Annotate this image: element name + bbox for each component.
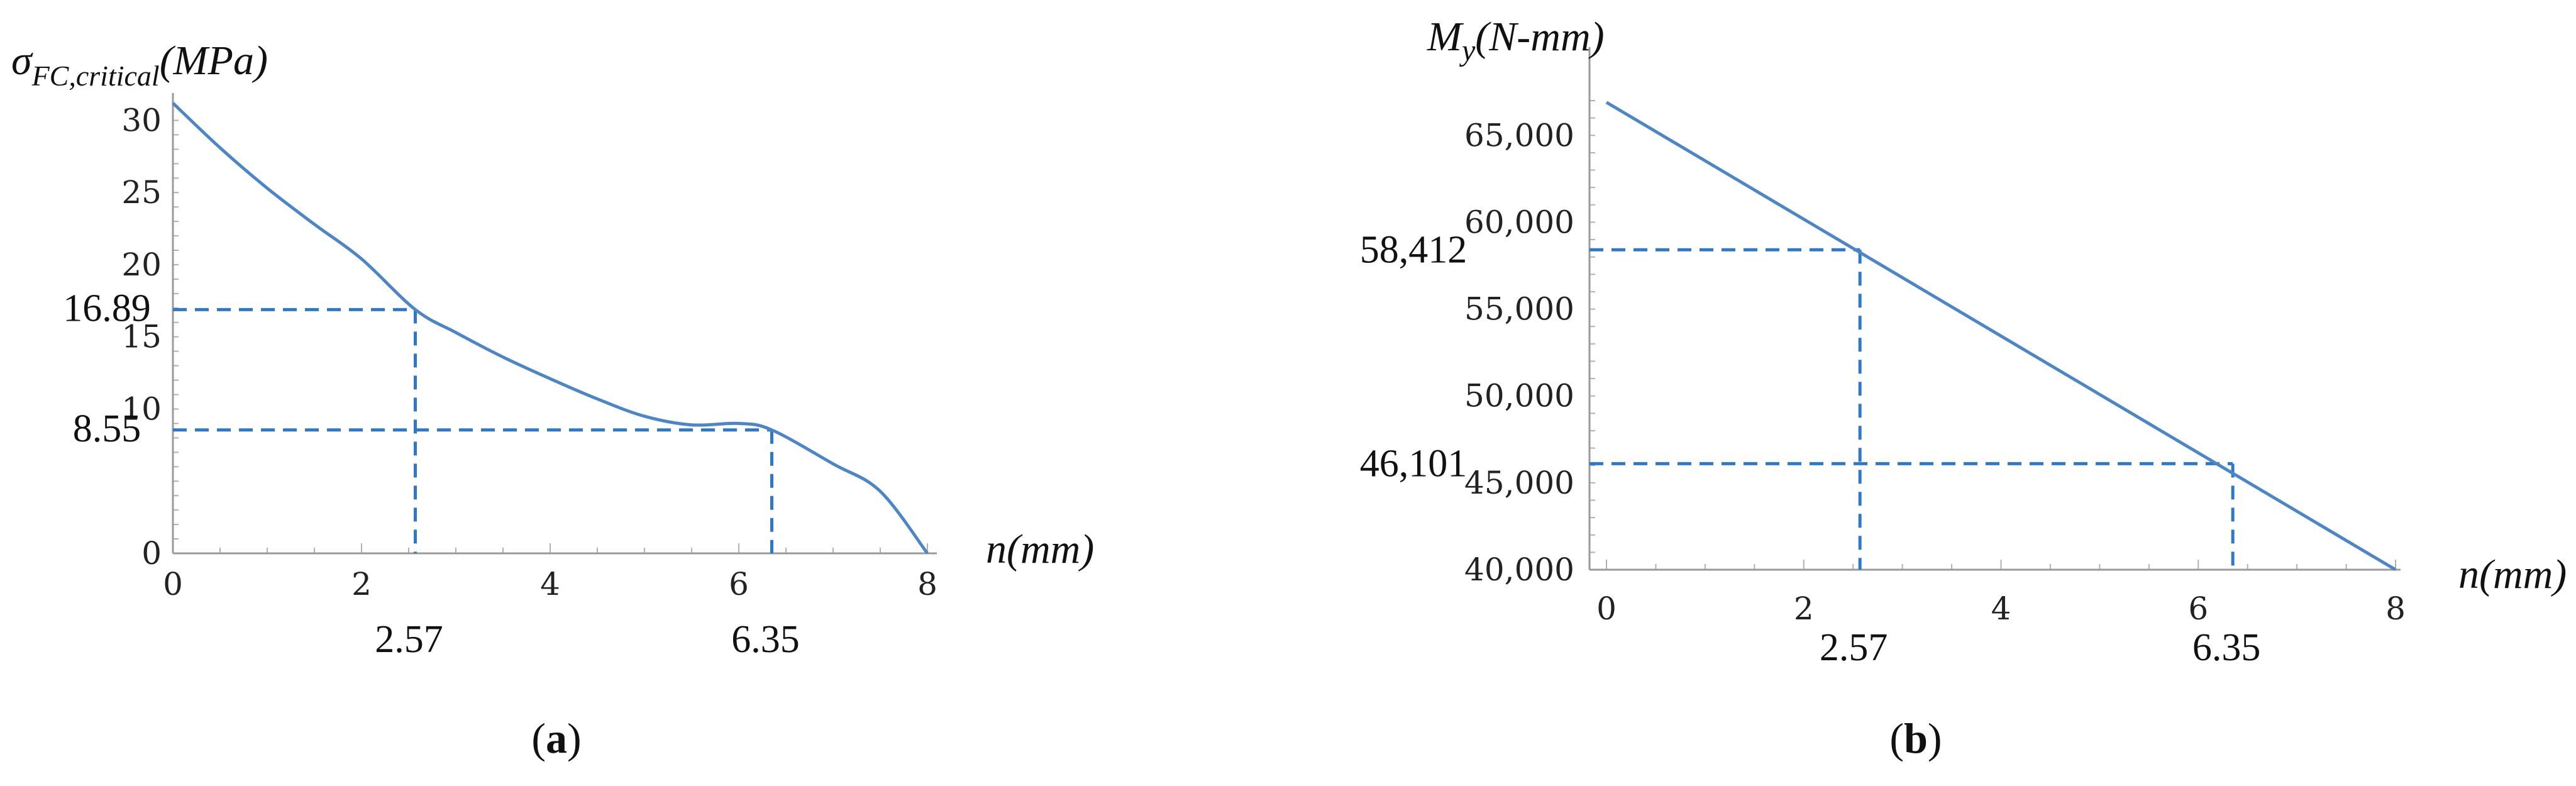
a-caption-letter: a [546, 714, 567, 762]
b-x-tick-labels: 0 2 4 6 8 [1596, 590, 2406, 627]
b-x-tick-label: 2 [1794, 590, 1814, 627]
b-y-tick-label: 60,000 [1464, 204, 1574, 240]
b-x-tick-label: 6 [2188, 590, 2208, 627]
b-x-tick-label: 4 [1991, 590, 2011, 627]
a-series-curve [172, 102, 929, 555]
a-ylabel-unit: (MPa) [160, 38, 268, 84]
a-y-tick-labels: 0 10 15 20 25 30 [121, 102, 162, 572]
a-x-tick-label: 0 [163, 566, 183, 602]
panel-b: 40,000 45,000 50,000 55,000 60,000 65,000 0 2 4… [1360, 14, 2567, 762]
a-x-axis-label: n(mm) [986, 526, 1094, 572]
b-y-tick-labels: 40,000 45,000 50,000 55,000 60,000 65,000 [1464, 117, 1574, 588]
b-ylabel-unit: (N-mm) [1475, 14, 1604, 60]
b-y-tick-label: 55,000 [1464, 291, 1574, 328]
a-annotation-y-label: 16.89 [63, 287, 151, 329]
b-annotation-x-label: 2.57 [1820, 626, 1888, 669]
a-ylabel-sub: FC,critical [31, 60, 160, 92]
b-x-tick-label: 0 [1596, 590, 1617, 627]
b-x-tick-label: 8 [2385, 590, 2406, 627]
a-guides [173, 307, 773, 553]
a-y-tick-label: 25 [121, 174, 162, 211]
a-annotation-y-label: 8.55 [73, 407, 141, 450]
a-minor-ticks [172, 105, 928, 554]
b-annotation-y-label: 46,101 [1360, 442, 1468, 485]
a-y-tick-label: 30 [121, 102, 162, 138]
b-series-line [1605, 101, 2397, 572]
a-annotation-x-label: 6.35 [731, 618, 800, 661]
a-ylabel-main: σ [11, 38, 33, 84]
panel-a: 0 10 15 20 25 30 0 2 4 6 8 16.89 2.57 8.55 6.35 σFC,… [11, 38, 1094, 762]
a-y-tick-label: 20 [121, 246, 162, 283]
a-caption: (a) [531, 714, 581, 762]
b-annotation-labels: 58,412 2.57 46,101 6.35 [1360, 228, 2261, 669]
a-y-tick-label: 15 [121, 319, 162, 355]
b-y-tick-label: 50,000 [1464, 378, 1574, 414]
b-y-tick-label: 65,000 [1464, 117, 1574, 153]
a-annotation-labels: 16.89 2.57 8.55 6.35 [63, 287, 800, 661]
a-x-tick-label: 4 [540, 566, 560, 602]
a-x-tick-label: 8 [917, 566, 937, 602]
b-ylabel-main: M [1427, 14, 1464, 60]
b-caption-letter: b [1904, 714, 1928, 762]
a-y-tick-label: 10 [121, 390, 162, 427]
a-x-tick-labels: 0 2 4 6 8 [163, 566, 937, 602]
a-x-tick-label: 2 [351, 566, 372, 602]
b-y-tick-label: 45,000 [1464, 465, 1574, 501]
a-annotation-x-label: 2.57 [375, 618, 443, 661]
a-y-axis-label: σFC,critical(MPa) [11, 38, 268, 92]
b-guides [1589, 248, 2235, 570]
a-y-tick-label: 0 [141, 535, 162, 572]
b-ylabel-sub: y [1459, 34, 1476, 67]
a-x-tick-label: 6 [729, 566, 749, 602]
b-y-tick-label: 40,000 [1464, 551, 1574, 588]
b-caption: (b) [1889, 714, 1942, 762]
b-y-axis-label: My(N-mm) [1427, 14, 1605, 67]
b-annotation-y-label: 58,412 [1360, 228, 1468, 271]
b-x-axis-label: n(mm) [2458, 551, 2567, 597]
b-annotation-x-label: 6.35 [2192, 626, 2261, 669]
